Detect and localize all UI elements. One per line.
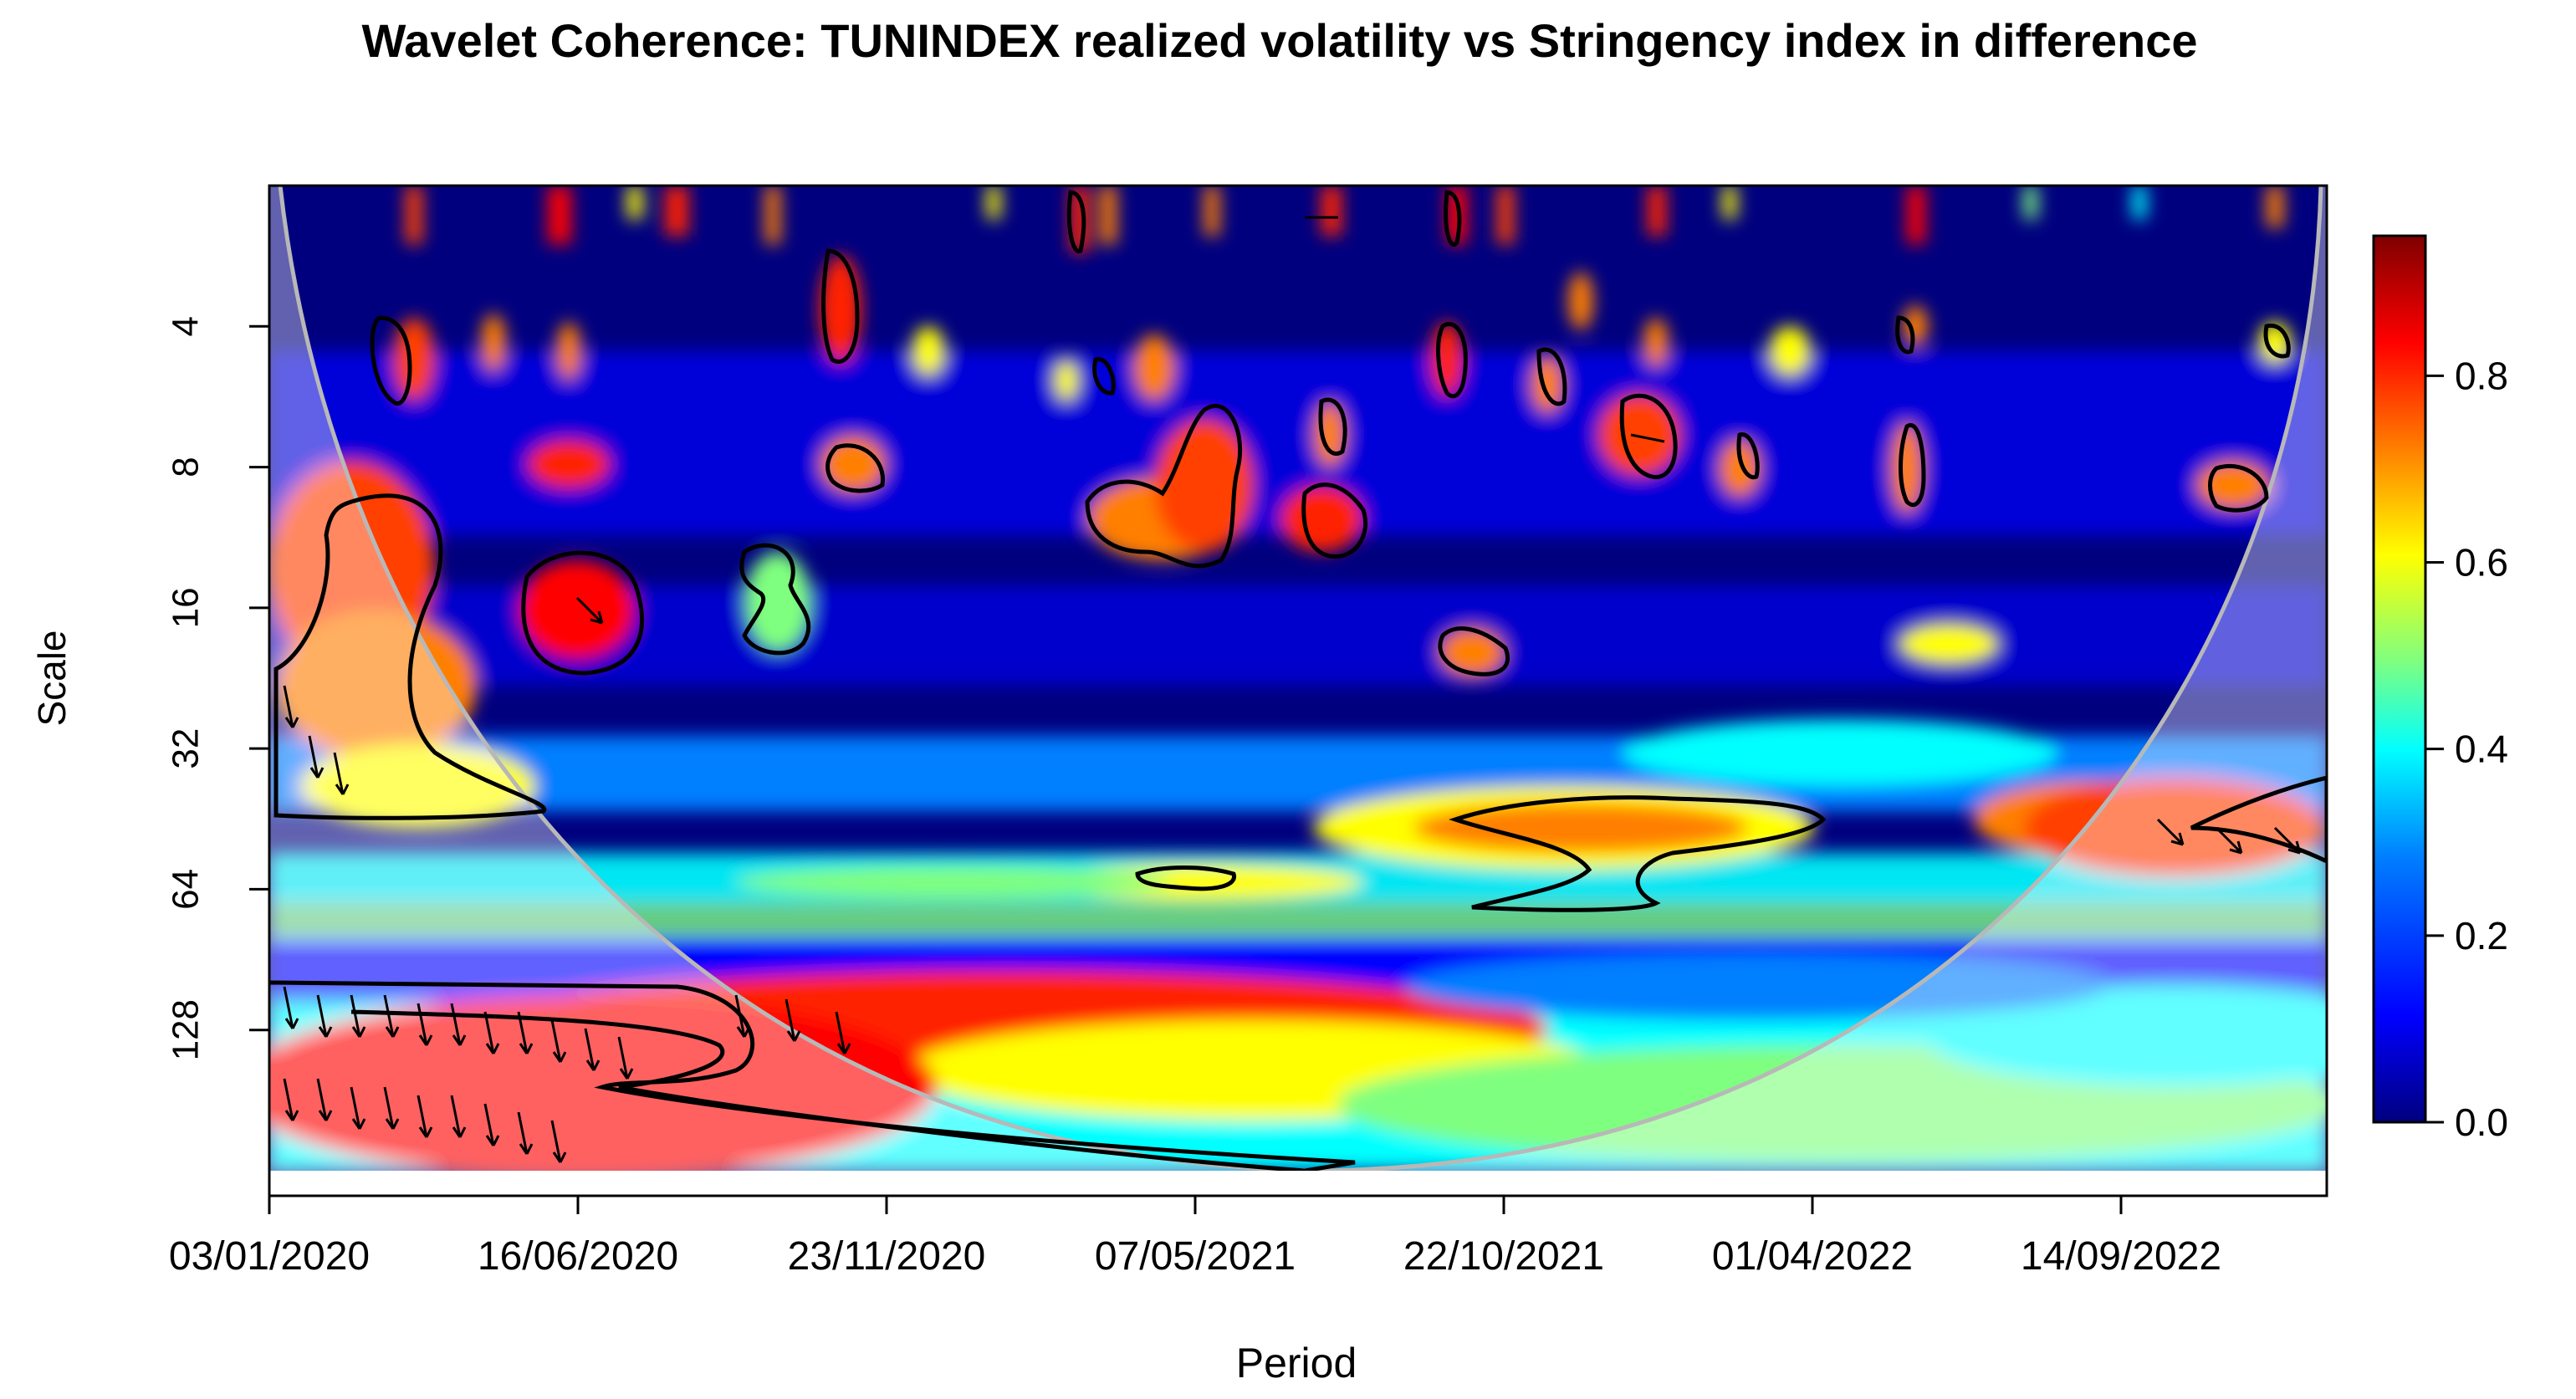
chart-title: Wavelet Coherence: TUNINDEX realized vol… xyxy=(362,14,2198,67)
y-tick-label: 16 xyxy=(166,587,207,628)
x-axis: 03/01/2020 16/06/2020 23/11/2020 07/05/2021… xyxy=(169,1194,2221,1279)
phase-arrows xyxy=(283,216,2302,1163)
x-tick-label: 16/06/2020 xyxy=(478,1234,678,1279)
y-tick-label: 32 xyxy=(166,728,207,769)
heatmap-field xyxy=(269,186,2327,1171)
colorbar-tick-label: 0.0 xyxy=(2455,1100,2508,1144)
bottom-black-band xyxy=(269,1171,2327,1196)
cone-of-influence-line xyxy=(278,186,2323,1171)
y-tick-label: 64 xyxy=(166,869,207,910)
y-tick-label: 8 xyxy=(166,457,207,477)
colorbar-tick-label: 0.6 xyxy=(2455,541,2508,585)
colorbar-tick-label: 0.4 xyxy=(2455,728,2508,771)
x-tick-label: 01/04/2022 xyxy=(1712,1234,1913,1279)
x-tick-label: 03/01/2020 xyxy=(169,1234,370,1279)
y-tick-label: 4 xyxy=(166,316,207,336)
colorbar-tick-label: 0.2 xyxy=(2455,914,2508,957)
y-axis: 4 8 16 32 64 128 xyxy=(166,316,271,1060)
x-tick-label: 14/09/2022 xyxy=(2021,1234,2221,1279)
y-tick-label: 128 xyxy=(166,999,207,1060)
x-tick-label: 22/10/2021 xyxy=(1403,1234,1604,1279)
x-axis-title: Period xyxy=(1236,1340,1357,1386)
colorbar-tick-label: 0.8 xyxy=(2455,354,2508,397)
y-axis-title: Scale xyxy=(30,630,74,726)
plot-area xyxy=(269,186,2327,1196)
x-tick-label: 07/05/2021 xyxy=(1095,1234,1296,1279)
significance-contours xyxy=(269,190,2327,1171)
colorbar-axis: 0.0 0.2 0.4 0.6 0.8 xyxy=(2425,354,2508,1144)
colorbar xyxy=(2372,234,2427,1124)
x-tick-label: 23/11/2020 xyxy=(788,1234,986,1279)
cone-of-influence-overlay xyxy=(269,186,2327,1171)
